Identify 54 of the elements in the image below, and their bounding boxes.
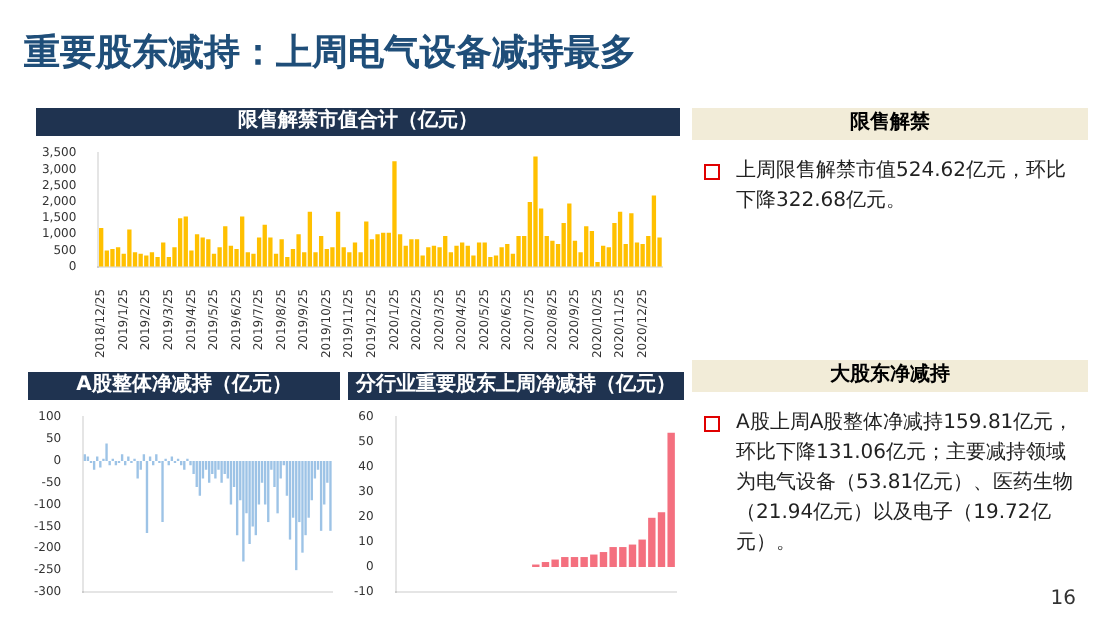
- bar: [617, 211, 623, 267]
- chart-title: 限售解禁市值合计（亿元）: [36, 108, 680, 136]
- chart-title: 分行业重要股东上周净减持（亿元）: [348, 372, 684, 400]
- bar: [375, 234, 380, 267]
- bar: [335, 211, 341, 267]
- bar: [364, 221, 369, 267]
- bar: [381, 232, 386, 267]
- bar: [177, 218, 183, 267]
- bar: [443, 235, 448, 267]
- bar: [183, 216, 188, 267]
- text: A股上周A股整体净减持159.81亿元，环比下降131.06亿元；主要减持领域为电气设备（53.81亿元）、医药生物（21.94亿元）以及电子（19.72亿元）。: [736, 409, 1076, 558]
- bar: [584, 226, 589, 267]
- text: 上周限售解禁市值524.62亿元，环比下降322.68亿元。: [736, 157, 1068, 216]
- text: 重要股东减持：上周电气设备减持最多: [24, 30, 636, 76]
- bar: [115, 247, 121, 267]
- bar: [279, 239, 284, 267]
- bar: [144, 255, 149, 267]
- bar: [240, 216, 245, 267]
- bar: [454, 245, 459, 267]
- bar: [589, 231, 595, 267]
- bar: [505, 244, 510, 267]
- text: 限售解禁: [692, 108, 1088, 140]
- bar: [516, 235, 521, 267]
- bar: [629, 213, 634, 267]
- bar: [138, 253, 143, 267]
- bar: [476, 242, 482, 267]
- bar: [392, 161, 397, 267]
- bar: [352, 242, 358, 267]
- bar: [161, 242, 166, 267]
- bar: [426, 247, 431, 267]
- bar: [414, 239, 420, 267]
- bar: [651, 195, 657, 267]
- bar: [307, 211, 313, 267]
- bar: [482, 242, 487, 267]
- bar: [550, 240, 555, 267]
- bar: [318, 235, 324, 267]
- bar: [223, 226, 228, 267]
- bar: [533, 156, 538, 267]
- chart-title: A股整体净减持（亿元）: [28, 372, 340, 400]
- bar: [567, 203, 572, 267]
- bar: [110, 248, 115, 267]
- bar: [262, 224, 267, 267]
- bar: [493, 255, 499, 267]
- text: 大股东净减持: [692, 360, 1088, 392]
- bar: [99, 227, 104, 267]
- bar: [499, 247, 504, 267]
- bar: [127, 229, 132, 267]
- bar: [194, 234, 200, 267]
- bar: [409, 239, 414, 267]
- bar: [206, 239, 211, 267]
- bar: [296, 234, 301, 267]
- bar: [459, 242, 465, 267]
- text: 16: [1050, 588, 1076, 610]
- bar: [640, 244, 645, 267]
